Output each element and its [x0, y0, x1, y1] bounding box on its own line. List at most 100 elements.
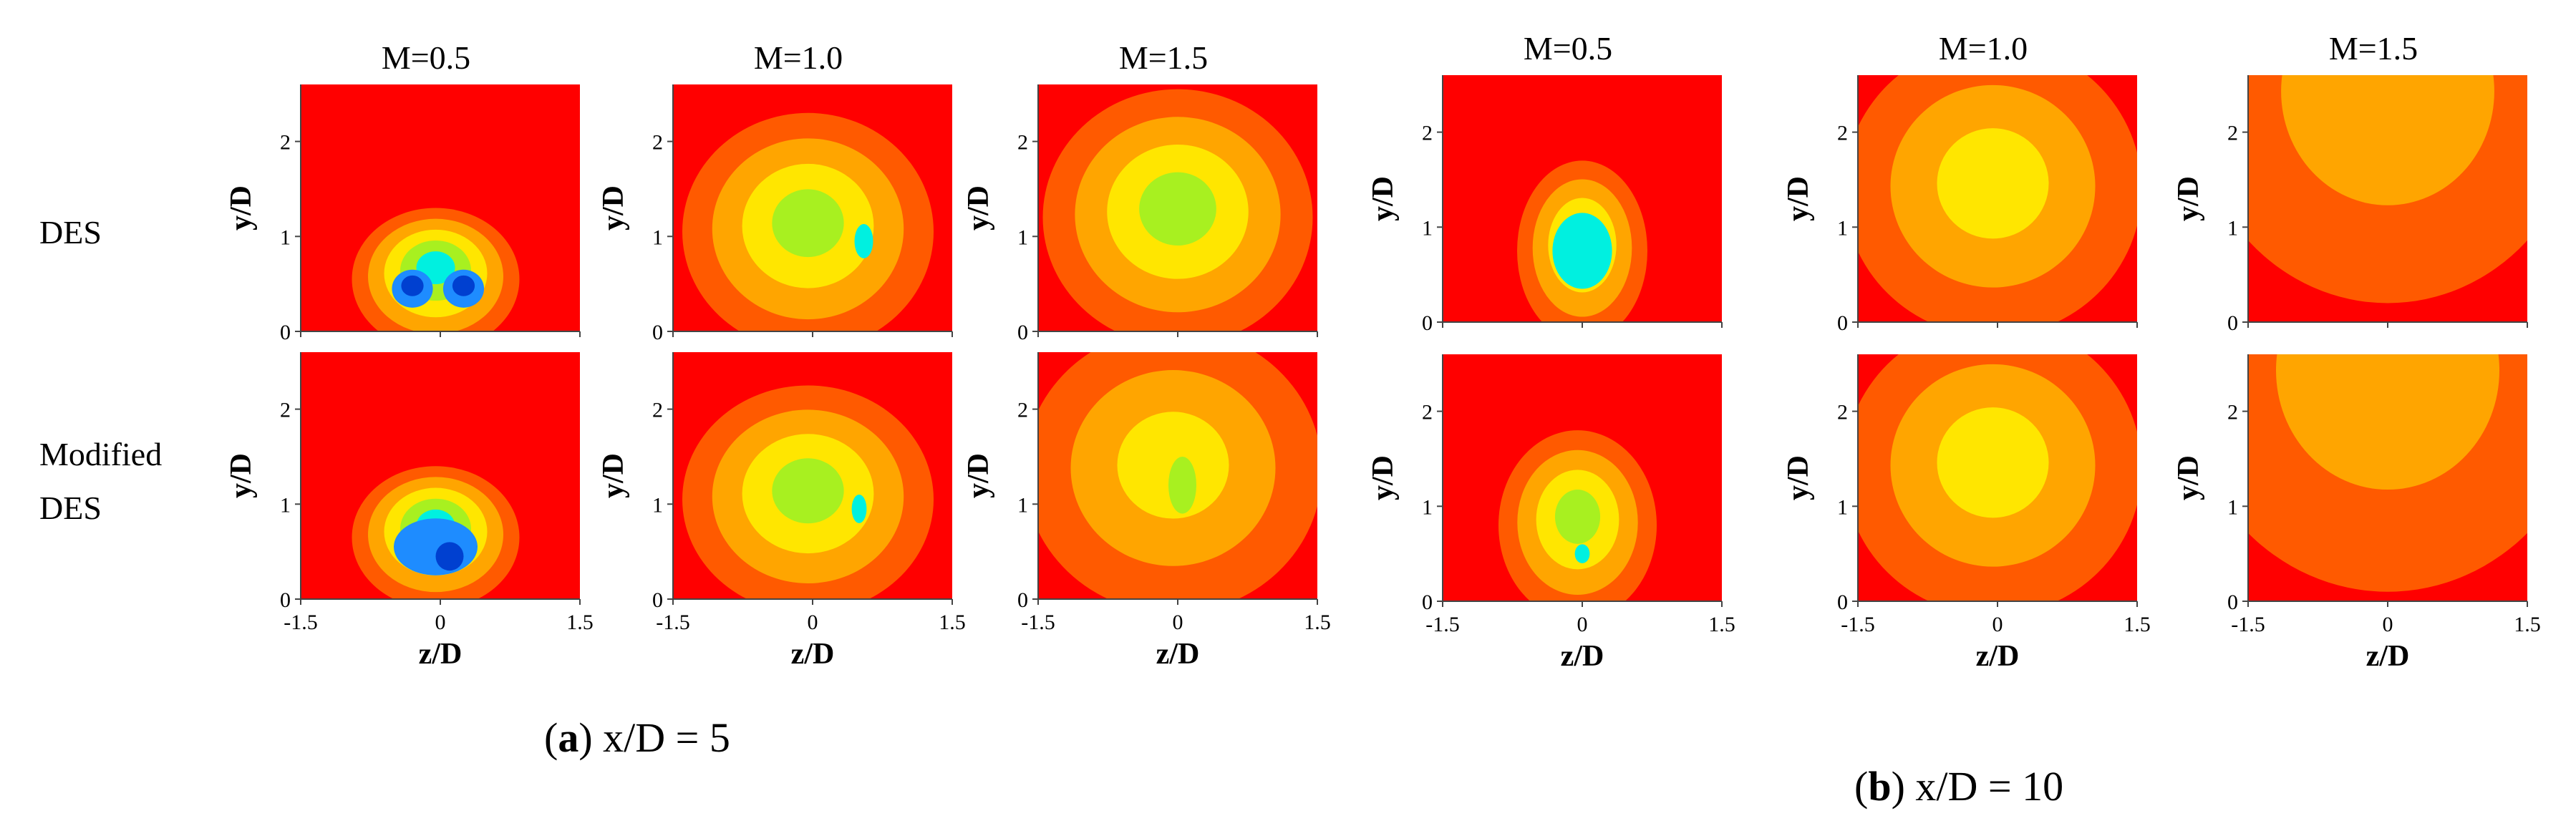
contour-levels	[2248, 75, 2527, 303]
y-tick-label: 1	[1837, 216, 1848, 240]
panel-a-des-m15: 0 1 2 y/D M=1.5	[962, 39, 1318, 344]
y-tick-label: 0	[1017, 588, 1028, 612]
x-tick-label: 1.5	[2514, 613, 2541, 636]
y-tick-label: 2	[1017, 131, 1028, 155]
y-tick-label: 2	[280, 399, 291, 422]
panel-b-modified-des-m05: 012-1.5 0 1.5z/Dy/D	[1367, 354, 1735, 673]
x-tick-label: -1.5	[284, 611, 318, 634]
contour-levels	[1858, 75, 2137, 322]
panel-a-des-m05: 0 1 2 y/D M=0.5	[225, 39, 581, 344]
y-tick-label: 0	[1837, 591, 1848, 614]
contour-levels	[682, 385, 934, 599]
contour-level-4	[772, 189, 844, 258]
contour-levels	[2248, 354, 2527, 592]
caption-b-text: x/D = 10	[1905, 763, 2063, 810]
x-axis-label: z/D	[1976, 640, 2020, 673]
x-axis-label: z/D	[2366, 640, 2410, 673]
y-tick-label: 2	[1837, 122, 1848, 145]
row-label-des: DES	[39, 214, 102, 251]
contour-levels	[1517, 160, 1647, 322]
y-tick-label: 1	[652, 493, 663, 517]
contour-levels	[352, 466, 520, 599]
contour-level-4	[772, 458, 844, 524]
panel-title: M=1.5	[1119, 39, 1208, 76]
y-tick-label: 2	[1422, 401, 1433, 424]
y-tick-label: 0	[2227, 311, 2238, 335]
panels: 0 1 2 y/D M=0.5 0 1 2 y/D M=1.0 0 1 2 y/D M=1.5 0 1 2 -1.5…	[225, 30, 2541, 673]
y-tick-label: 0	[2227, 591, 2238, 614]
y-axis-label: y/D	[597, 453, 630, 498]
y-tick-label: 0	[280, 588, 291, 612]
x-axis-label: z/D	[791, 638, 835, 671]
caption-a-paren-close: )	[578, 714, 592, 761]
panel-a-modified-des-m1: 012-1.5 0 1.5z/Dy/D	[597, 352, 966, 671]
y-tick-label: 2	[280, 131, 291, 155]
panel-a-des-m1: 0 1 2 y/D M=1.0	[597, 39, 953, 344]
x-tick-label: 0	[808, 611, 818, 634]
x-tick-label: 1.5	[939, 611, 966, 634]
x-tick-label: -1.5	[2231, 613, 2265, 636]
contour-level-4	[1168, 456, 1196, 514]
contour-level-4	[1554, 489, 1601, 544]
y-axis-label: y/D	[1367, 176, 1400, 221]
y-tick-label: 1	[1422, 495, 1433, 519]
contour-levels	[352, 208, 520, 331]
caption-a-letter: a	[558, 714, 578, 761]
row-labels: DES Modified DES	[39, 214, 162, 526]
y-axis-label: y/D	[962, 453, 995, 498]
x-tick-label: -1.5	[656, 611, 690, 634]
caption-b: (b) x/D = 10	[1854, 763, 2063, 810]
panel-a-modified-des-m05: 012-1.5 0 1.5z/Dy/D	[225, 352, 594, 671]
contour-level-7	[452, 275, 475, 296]
panel-b-modified-des-m15: 012-1.5 0 1.5z/Dy/D	[2172, 354, 2541, 673]
y-axis-label: y/D	[225, 185, 258, 230]
y-tick-label: 1	[2227, 216, 2238, 240]
panel-title: M=0.5	[382, 39, 470, 76]
y-tick-label: 0	[280, 321, 291, 344]
caption-a-paren-open: (	[544, 714, 558, 761]
row-label-modified-des-line2: DES	[39, 490, 102, 526]
contour-level-2	[2276, 354, 2499, 490]
y-tick-label: 0	[1422, 591, 1433, 614]
caption-a: (a) x/D = 5	[544, 714, 730, 761]
x-axis-label: z/D	[1156, 638, 1200, 671]
contour-level-2	[2281, 75, 2494, 205]
y-tick-label: 1	[1017, 225, 1028, 249]
caption-b-paren-open: (	[1854, 763, 1868, 810]
panel-b-des-m15: 0 1 2 y/D M=1.5	[2172, 30, 2528, 335]
panel-title: M=1.5	[2329, 30, 2418, 67]
panel-title: M=0.5	[1524, 30, 1612, 67]
captions: (a) x/D = 5 (b) x/D = 10	[544, 714, 2063, 810]
contour-level-5	[1574, 544, 1590, 563]
contour-levels	[1042, 89, 1313, 331]
y-tick-label: 1	[1017, 493, 1028, 517]
y-tick-label: 1	[2227, 495, 2238, 519]
y-axis-label: y/D	[2172, 455, 2205, 500]
x-tick-label: 1.5	[1708, 613, 1735, 636]
x-tick-label: 0	[1173, 611, 1183, 634]
caption-b-letter: b	[1868, 763, 1891, 810]
contour-levels	[682, 112, 934, 331]
panel-a-modified-des-m15: 012-1.5 0 1.5z/Dy/D	[962, 352, 1331, 671]
x-axis-label: z/D	[1561, 640, 1604, 673]
x-tick-label: -1.5	[1841, 613, 1875, 636]
x-tick-label: 1.5	[2124, 613, 2151, 636]
y-axis-label: y/D	[1782, 455, 1815, 500]
x-tick-label: 0	[435, 611, 446, 634]
y-tick-label: 1	[652, 225, 663, 249]
y-tick-label: 2	[1837, 401, 1848, 424]
y-axis-label: y/D	[1367, 455, 1400, 500]
y-tick-label: 2	[652, 399, 663, 422]
y-tick-label: 0	[1017, 321, 1028, 344]
x-tick-label: -1.5	[1425, 613, 1460, 636]
x-tick-label: 1.5	[566, 611, 594, 634]
y-tick-label: 0	[1837, 311, 1848, 335]
x-tick-label: 0	[2383, 613, 2393, 636]
panel-b-des-m05: 0 1 2 y/D M=0.5	[1367, 30, 1723, 335]
y-tick-label: 1	[280, 493, 291, 517]
y-tick-label: 0	[652, 588, 663, 612]
y-axis-label: y/D	[597, 185, 630, 230]
panel-b-modified-des-m1: 012-1.5 0 1.5z/Dy/D	[1782, 354, 2151, 673]
contour-level-7	[435, 542, 464, 571]
